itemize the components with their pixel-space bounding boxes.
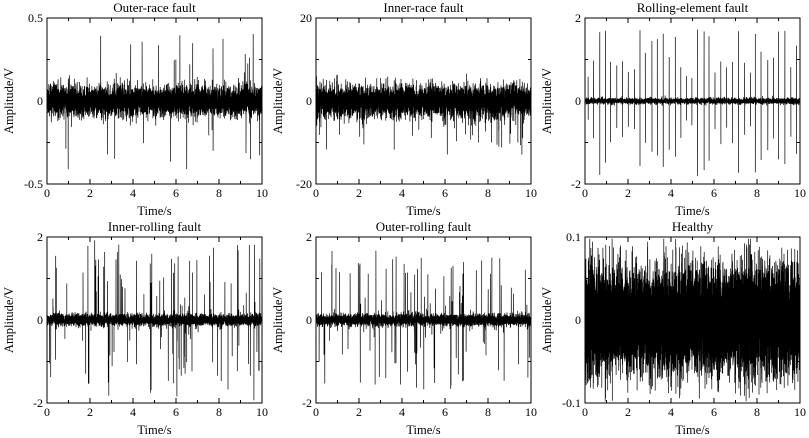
y-axis-label: Amplitude/V [271, 68, 285, 134]
x-axis-label: Time/s [406, 423, 440, 437]
x-tick-label: 6 [711, 186, 717, 200]
x-tick-label: 4 [130, 405, 136, 419]
signal-waveform [46, 240, 263, 401]
subplot-title: Rolling-element fault [637, 0, 749, 15]
x-axis-label: Time/s [137, 204, 171, 218]
subplot-title: Inner-rolling fault [108, 219, 202, 234]
x-tick-label: 0 [313, 186, 319, 200]
y-tick-label: 2 [575, 11, 581, 25]
y-axis-label: Amplitude/V [540, 287, 554, 353]
y-tick-label: 0 [37, 94, 43, 108]
subplot-title: Outer-race fault [113, 0, 196, 15]
y-tick-label: 0.1 [566, 230, 581, 244]
x-tick-label: 8 [754, 186, 760, 200]
y-tick-label: 20 [300, 11, 312, 25]
subplot-title: Outer-rolling fault [376, 219, 472, 234]
y-tick-label: 0 [37, 313, 43, 327]
x-axis-label: Time/s [406, 204, 440, 218]
y-axis-label: Amplitude/V [2, 68, 16, 134]
x-tick-label: 10 [525, 186, 537, 200]
x-tick-label: 0 [582, 405, 588, 419]
subplot-title: Inner-race fault [383, 0, 464, 15]
x-tick-label: 4 [399, 405, 405, 419]
y-tick-label: 0 [575, 94, 581, 108]
x-tick-label: 0 [313, 405, 319, 419]
y-tick-label: -20 [296, 177, 312, 191]
y-tick-label: -0.1 [562, 396, 581, 410]
x-tick-label: 2 [625, 186, 631, 200]
x-tick-label: 4 [399, 186, 405, 200]
y-tick-label: 0 [306, 94, 312, 108]
x-tick-label: 0 [44, 186, 50, 200]
x-tick-label: 2 [356, 405, 362, 419]
x-tick-label: 4 [668, 186, 674, 200]
axis-ticks [584, 17, 801, 185]
y-tick-label: -2 [571, 177, 581, 191]
x-axis-label: Time/s [137, 423, 171, 437]
axis-ticks [315, 17, 532, 185]
x-tick-label: 8 [216, 405, 222, 419]
y-tick-label: -2 [33, 396, 43, 410]
x-tick-label: 2 [87, 186, 93, 200]
x-tick-label: 2 [87, 405, 93, 419]
x-tick-label: 8 [485, 186, 491, 200]
x-tick-label: 8 [754, 405, 760, 419]
x-tick-label: 6 [173, 186, 179, 200]
y-tick-label: 2 [306, 230, 312, 244]
x-tick-label: 4 [130, 186, 136, 200]
y-tick-label: 2 [37, 230, 43, 244]
axis-ticks [46, 236, 263, 404]
x-tick-label: 4 [668, 405, 674, 419]
x-tick-label: 8 [485, 405, 491, 419]
x-tick-label: 6 [442, 405, 448, 419]
x-tick-label: 6 [173, 405, 179, 419]
x-tick-label: 10 [256, 405, 268, 419]
signal-waveform [584, 238, 801, 402]
y-axis-label: Amplitude/V [271, 287, 285, 353]
y-tick-label: -2 [302, 396, 312, 410]
signal-waveform [46, 33, 263, 170]
x-tick-label: 0 [44, 405, 50, 419]
subplot-title: Healthy [672, 219, 714, 234]
x-axis-label: Time/s [675, 423, 709, 437]
x-tick-label: 10 [525, 405, 537, 419]
axis-ticks [46, 17, 263, 185]
y-axis-label: Amplitude/V [540, 68, 554, 134]
signal-waveform [315, 73, 532, 155]
y-axis-label: Amplitude/V [2, 287, 16, 353]
x-tick-label: 10 [794, 405, 806, 419]
signal-waveform [584, 29, 801, 177]
y-tick-label: 0.5 [28, 11, 43, 25]
x-axis-label: Time/s [675, 204, 709, 218]
x-tick-label: 2 [356, 186, 362, 200]
signal-waveform [315, 250, 532, 390]
x-tick-label: 10 [256, 186, 268, 200]
y-tick-label: -0.5 [24, 177, 43, 191]
x-tick-label: 0 [582, 186, 588, 200]
axis-ticks [584, 236, 801, 404]
y-tick-label: 0 [575, 313, 581, 327]
y-tick-label: 0 [306, 313, 312, 327]
x-tick-label: 10 [794, 186, 806, 200]
x-tick-label: 8 [216, 186, 222, 200]
axis-ticks [315, 236, 532, 404]
x-tick-label: 6 [442, 186, 448, 200]
x-tick-label: 2 [625, 405, 631, 419]
x-tick-label: 6 [711, 405, 717, 419]
